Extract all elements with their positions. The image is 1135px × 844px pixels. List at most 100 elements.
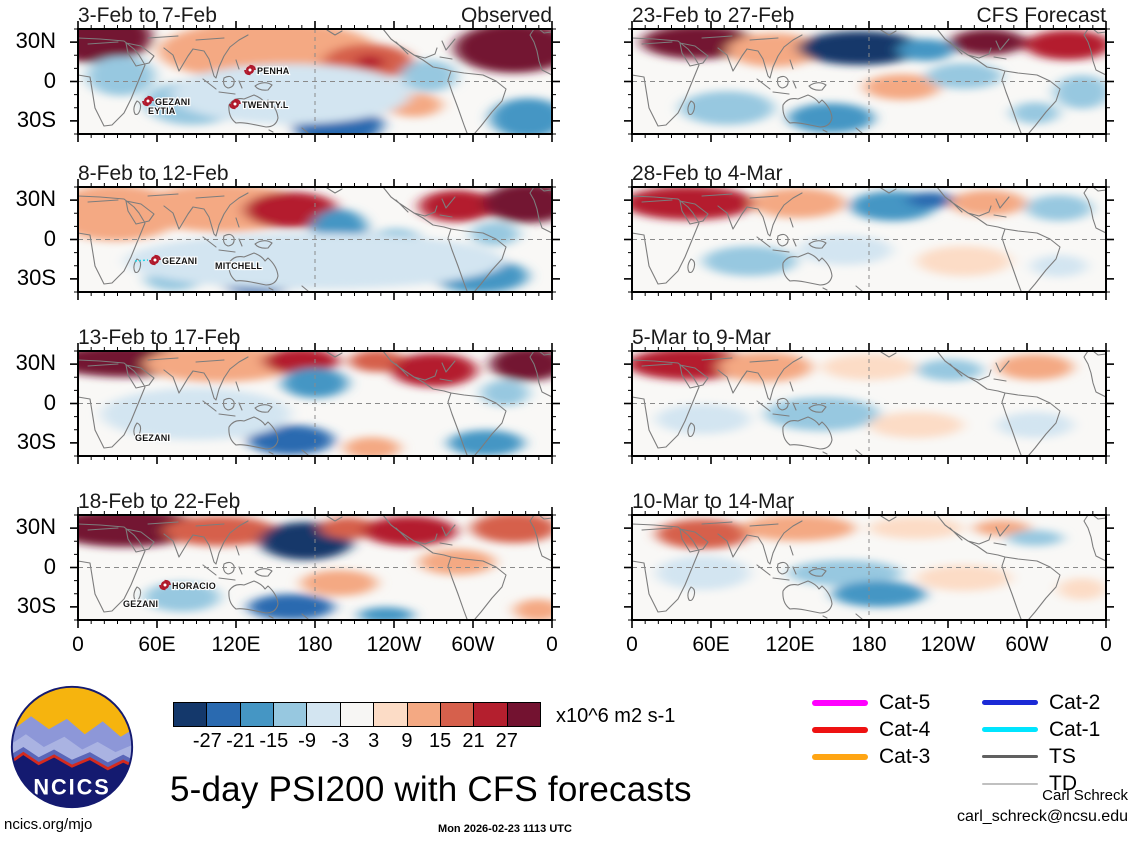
panel-observed-week2: 8-Feb to 12-Feb GEZANI MITCHELL [70,161,560,300]
map-observed-week2: GEZANI MITCHELL [70,179,560,300]
colorbar-cell [240,703,275,726]
legend-item: TS [982,743,1100,770]
map-forecast-week4 [624,507,1114,628]
y-axis-label: 0 [43,554,56,579]
legend-label: Cat-1 [1049,717,1101,741]
x-axis-label: 120W [366,633,422,656]
panel-title: 8-Feb to 12-Feb [78,162,229,185]
map-forecast-week3 [624,343,1114,464]
panel-title: 5-Mar to 9-Mar [632,326,771,349]
x-axis-label: 60W [451,633,495,656]
colorbar-cell [340,703,375,726]
y-axis-label: 0 [43,390,56,415]
panel-title: 23-Feb to 27-Feb [632,4,795,27]
storm-label: EYTIA [148,106,176,116]
y-axis-label: 30S [16,429,56,454]
colorbar-tick-label: 21 [462,730,485,752]
panel-observed-week1: 3-Feb to 7-Feb Observed PENHA GEZANI EYTIA T… [70,3,560,142]
cyclone-icon [142,95,154,107]
logo-text: NCICS [33,774,110,799]
storm-marker: GEZANI [134,432,171,444]
y-axis-row4: 30N 0 30S [0,515,64,620]
storm-label: TWENTY.L [242,100,289,110]
legend-line-swatch [812,726,868,733]
colorbar-cell [440,703,475,726]
x-axis-label: 120E [765,633,815,656]
y-axis-label: 30N [15,350,56,375]
map-observed-week4: HORACIO GEZANI [70,507,560,628]
colorbar-cell [174,703,208,726]
x-axis-label: 0 [626,633,638,656]
map-canvas: HORACIO GEZANI [70,507,560,628]
colorbar-cell [474,703,508,726]
map-canvas [624,179,1114,300]
panel-title: 10-Mar to 14-Mar [632,490,795,513]
colorbar-tick-label: 9 [401,730,413,752]
map-canvas [624,507,1114,628]
panel-title: 18-Feb to 22-Feb [78,490,241,513]
map-forecast-week1 [624,21,1114,142]
panel-observed-week4: 18-Feb to 22-Feb HORACIO GEZANI [70,489,560,628]
map-canvas [624,21,1114,142]
panel-observed-week3: 13-Feb to 17-Feb GEZANI [70,325,560,464]
panel-title: 3-Feb to 7-Feb [78,4,217,27]
legend-item: Cat-4 [812,716,930,743]
colorbar-cell [274,703,308,726]
ncics-logo: NCICS [8,683,136,811]
y-axis-label: 0 [43,226,56,251]
legend-intensity-col1: Cat-5 Cat-4 Cat-3 [812,689,930,770]
legend-line-swatch [982,782,1038,785]
storm-marker: EYTIA [147,105,177,117]
y-axis-label: 30N [15,28,56,53]
colorbar-tick-label: 3 [368,730,380,752]
legend-line-swatch [812,699,868,706]
credit-email: carl_schreck@ncsu.edu [957,808,1128,825]
x-axis-label: 60E [692,633,730,656]
legend-label: Cat-4 [879,717,931,741]
y-axis-label: 30S [16,107,56,132]
legend-line-swatch [812,753,868,760]
site-url: ncics.org/mjo [4,816,93,833]
colorbar-cell [407,703,441,726]
panel-forecast-week3: 5-Mar to 9-Mar [624,325,1114,464]
map-observed-week3: GEZANI [70,343,560,464]
colorbar-tick-label: -15 [259,730,289,752]
storm-label: GEZANI [123,599,158,609]
legend-item: Cat-1 [982,716,1100,743]
figure-title: 5-day PSI200 with CFS forecasts [170,770,692,809]
storm-marker: MITCHELL [214,260,263,272]
x-axis-label: 0 [1100,633,1112,656]
panel-forecast-week4: 10-Mar to 14-Mar [624,489,1114,628]
map-forecast-week2 [624,179,1114,300]
legend-item: Cat-3 [812,743,930,770]
legend-line-swatch [982,700,1038,705]
cyclone-icon [229,98,241,110]
colorbar-tick-label: -21 [226,730,255,752]
legend-label: Cat-5 [879,690,931,714]
y-axis-row2: 30N 0 30S [0,187,64,292]
timestamp: Mon 2026-02-23 1113 UTC [438,823,572,835]
legend-item: Cat-2 [982,689,1100,716]
cyclone-icon [149,254,161,266]
legend-intensity-col2: Cat-2 Cat-1 TS TD [982,689,1100,797]
x-axis-label: 120W [920,633,976,656]
legend-label: TD [1049,771,1077,795]
credit-name: Carl Schreck [1042,787,1128,804]
x-axis-label: 60W [1005,633,1049,656]
colorbar-tick-label: 15 [429,730,452,752]
storm-marker: GEZANI [134,254,198,267]
anomaly-field [656,515,1106,607]
colorbar-tick-label: -27 [192,730,222,752]
y-axis-label: 30S [16,593,56,618]
colorbar: -27 -21 -15 -9 -3 3 9 15 21 27 [173,702,541,752]
x-axis-label: 120E [211,633,261,656]
storm-label: MITCHELL [215,261,262,271]
colorbar-cell [374,703,408,726]
storm-label: GEZANI [135,433,170,443]
legend-label: TS [1049,744,1076,768]
column-header-forecast: CFS Forecast [976,4,1106,27]
legend-item: TD [982,770,1100,797]
y-axis-label: 30N [15,514,56,539]
